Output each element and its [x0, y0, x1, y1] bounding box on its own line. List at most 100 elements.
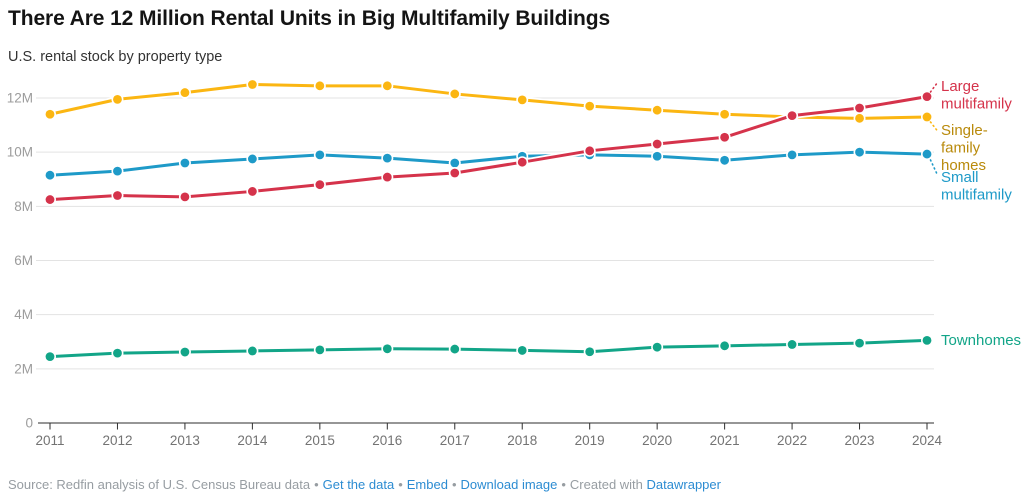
data-point-townhomes-2023	[855, 338, 864, 348]
x-axis-tick-label: 2018	[507, 433, 537, 448]
data-point-large-multifamily-2014	[247, 187, 257, 196]
separator: •	[398, 477, 403, 492]
y-axis-tick-label: 8M	[14, 199, 33, 214]
data-point-single-family-homes-2013	[180, 88, 190, 97]
data-point-townhomes-2014	[247, 346, 257, 356]
data-point-single-family-homes-2020	[652, 105, 662, 115]
y-axis-tick-label: 6M	[14, 253, 33, 268]
series-line-large-multifamily	[48, 95, 929, 202]
data-point-townhomes-2011	[45, 352, 55, 362]
data-point-large-multifamily-2020	[652, 139, 662, 149]
data-point-townhomes-2020	[652, 342, 662, 352]
x-axis-tick-label: 2017	[440, 433, 470, 448]
series-line-small-multifamily	[48, 150, 929, 177]
data-point-small-multifamily-2012	[113, 166, 122, 176]
embed-link[interactable]: Embed	[406, 477, 448, 492]
y-axis-tick-label: 0	[25, 416, 33, 431]
data-point-small-multifamily-2013	[180, 158, 190, 168]
data-point-small-multifamily-2017	[450, 158, 460, 168]
data-point-single-family-homes-2024	[922, 112, 932, 122]
series-label-single-family-homes: Single-	[941, 122, 988, 139]
data-point-single-family-homes-2012	[113, 94, 122, 104]
data-point-townhomes-2017	[450, 344, 460, 354]
data-point-small-multifamily-2011	[45, 170, 55, 180]
data-point-townhomes-2021	[720, 341, 730, 351]
data-point-large-multifamily-2022	[787, 111, 797, 121]
x-axis-tick-label: 2016	[372, 433, 402, 448]
series-label-large-multifamily: multifamily	[941, 96, 1012, 113]
data-point-single-family-homes-2021	[720, 109, 730, 119]
separator: •	[314, 477, 319, 492]
download-image-link[interactable]: Download image	[460, 477, 558, 492]
data-point-small-multifamily-2023	[855, 147, 864, 157]
data-point-townhomes-2012	[113, 348, 122, 358]
series-label-large-multifamily: Large	[941, 78, 979, 95]
data-point-townhomes-2015	[315, 345, 325, 355]
label-leader-single-family-homes	[929, 121, 939, 132]
data-point-large-multifamily-2015	[315, 180, 325, 190]
data-point-large-multifamily-2024	[922, 92, 932, 102]
data-point-townhomes-2013	[180, 347, 190, 357]
series-line-townhomes	[48, 338, 929, 359]
data-point-single-family-homes-2019	[585, 101, 595, 111]
get-the-data-link[interactable]: Get the data	[322, 477, 395, 492]
x-axis-tick-label: 2014	[237, 433, 268, 448]
data-point-large-multifamily-2018	[517, 157, 527, 167]
data-point-large-multifamily-2016	[382, 172, 392, 182]
data-point-small-multifamily-2022	[787, 150, 797, 160]
x-axis-tick-label: 2024	[912, 433, 943, 448]
data-point-townhomes-2018	[517, 346, 527, 355]
data-point-single-family-homes-2016	[382, 81, 392, 91]
chart-subtitle: U.S. rental stock by property type	[8, 49, 223, 65]
data-point-large-multifamily-2017	[450, 168, 460, 178]
chart-title: There Are 12 Million Rental Units in Big…	[8, 7, 611, 30]
data-point-small-multifamily-2020	[652, 151, 662, 161]
data-point-townhomes-2016	[382, 344, 392, 354]
data-point-townhomes-2024	[922, 335, 932, 345]
data-point-single-family-homes-2023	[855, 113, 864, 123]
x-axis-tick-label: 2015	[305, 433, 335, 448]
data-point-single-family-homes-2018	[517, 95, 527, 105]
y-axis-tick-label: 12M	[7, 91, 33, 106]
data-point-single-family-homes-2017	[450, 89, 460, 99]
data-point-small-multifamily-2016	[382, 153, 392, 163]
line-chart-canvas: 0 2M 4M 6M 8M 10M 12M 2011 2012 2013 2014 2015 2016 2…	[7, 78, 1021, 448]
data-point-single-family-homes-2015	[315, 81, 325, 91]
datawrapper-link[interactable]: Datawrapper	[646, 477, 721, 492]
data-point-single-family-homes-2014	[247, 80, 257, 89]
series-label-small-multifamily: multifamily	[941, 187, 1012, 204]
x-axis-tick-label: 2020	[642, 433, 672, 448]
x-axis-tick-label: 2022	[777, 433, 807, 448]
label-leader-small-multifamily	[929, 159, 939, 176]
data-point-large-multifamily-2013	[180, 192, 190, 202]
y-axis-tick-label: 10M	[7, 145, 33, 160]
series-label-townhomes: Townhomes	[941, 332, 1021, 349]
series-label-single-family-homes: family	[941, 140, 981, 157]
data-point-single-family-homes-2011	[45, 109, 55, 119]
separator: •	[561, 477, 566, 492]
data-point-large-multifamily-2019	[585, 146, 595, 156]
separator: •	[451, 477, 457, 492]
source-text: Source: Redfin analysis of U.S. Census B…	[8, 477, 311, 492]
x-axis-tick-label: 2012	[102, 433, 132, 448]
footer: Source: Redfin analysis of U.S. Census B…	[8, 477, 721, 492]
data-point-large-multifamily-2023	[855, 103, 864, 113]
x-axis-tick-label: 2013	[170, 433, 200, 448]
data-point-townhomes-2019	[585, 347, 595, 357]
data-point-small-multifamily-2024	[922, 149, 932, 159]
series-label-small-multifamily: Small	[941, 169, 979, 186]
x-axis-tick-label: 2021	[710, 433, 740, 448]
y-axis-tick-label: 4M	[14, 307, 33, 322]
data-point-townhomes-2022	[787, 340, 797, 349]
series-label-single-family-homes: homes	[941, 157, 986, 174]
data-point-large-multifamily-2012	[113, 191, 122, 200]
data-point-small-multifamily-2021	[720, 155, 730, 165]
x-axis-tick-label: 2023	[845, 433, 875, 448]
data-point-small-multifamily-2015	[315, 150, 325, 160]
data-point-small-multifamily-2014	[247, 154, 257, 164]
created-with-text: Created with	[569, 477, 643, 492]
y-axis-tick-label: 2M	[14, 361, 33, 376]
data-point-large-multifamily-2021	[720, 132, 730, 142]
x-axis-tick-label: 2011	[35, 433, 64, 448]
